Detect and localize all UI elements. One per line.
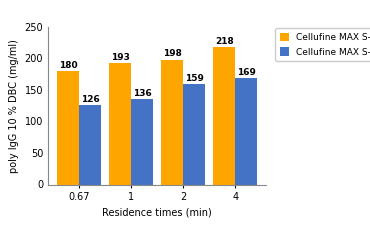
- Bar: [79, 105, 101, 184]
- Bar: [213, 47, 235, 184]
- X-axis label: Residence times (min): Residence times (min): [102, 208, 212, 218]
- Text: 126: 126: [81, 95, 100, 104]
- Text: 198: 198: [163, 50, 182, 58]
- Text: 193: 193: [111, 53, 130, 62]
- Legend: Cellufine MAX S-h, Cellufine MAX S-r: Cellufine MAX S-h, Cellufine MAX S-r: [275, 28, 370, 61]
- Bar: [161, 60, 183, 184]
- Text: 136: 136: [133, 89, 152, 98]
- Bar: [57, 71, 79, 184]
- Bar: [183, 84, 205, 184]
- Y-axis label: poly IgG 10 % DBC (mg/ml): poly IgG 10 % DBC (mg/ml): [9, 39, 19, 173]
- Text: 159: 159: [185, 74, 204, 83]
- Text: 180: 180: [59, 61, 78, 70]
- Text: 218: 218: [215, 37, 234, 46]
- Bar: [235, 78, 257, 184]
- Text: 169: 169: [237, 68, 256, 77]
- Bar: [131, 99, 153, 184]
- Bar: [110, 63, 131, 184]
